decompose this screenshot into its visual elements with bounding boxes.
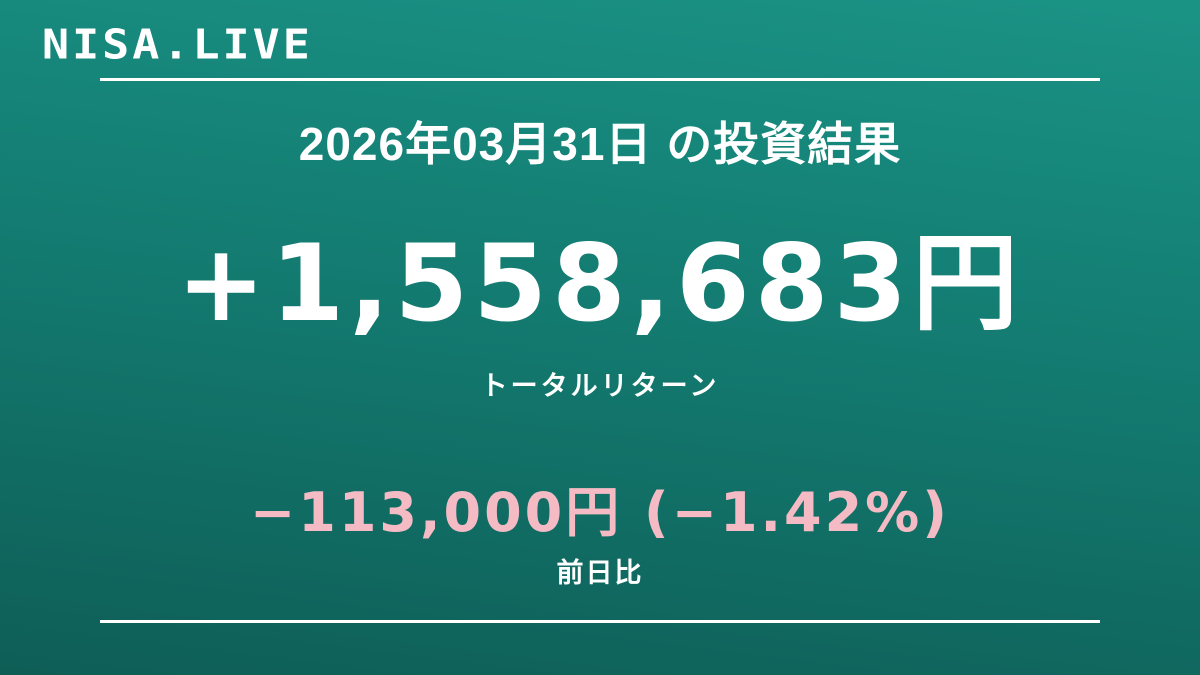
brand-logo: NISA.LIVE bbox=[42, 20, 313, 69]
footer-divider bbox=[100, 620, 1100, 623]
total-return-value: +1,558,683円 bbox=[176, 222, 1024, 345]
header-divider bbox=[100, 78, 1100, 81]
total-return-label: トータルリターン bbox=[480, 371, 720, 401]
daily-change-label: 前日比 bbox=[556, 558, 644, 588]
page-title: 2026年03月31日 の投資結果 bbox=[298, 118, 902, 170]
daily-change-value: −113,000円 (−1.42%) bbox=[250, 481, 950, 544]
